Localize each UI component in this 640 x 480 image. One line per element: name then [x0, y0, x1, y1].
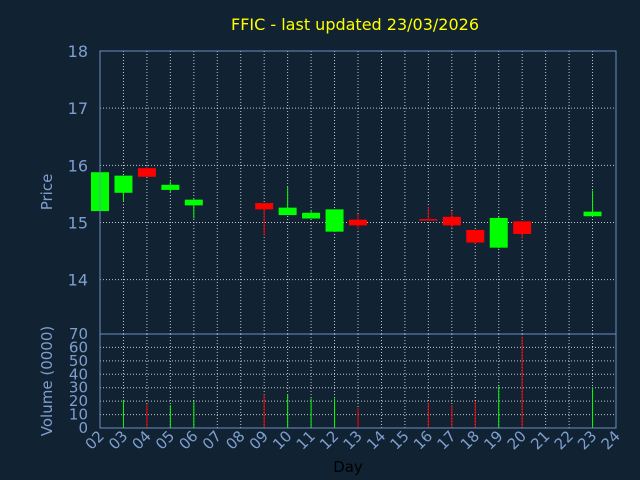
price-tick-label: 18 — [68, 42, 88, 61]
day-tick-label: 22 — [551, 427, 577, 453]
volume-tick-label: 20 — [69, 392, 88, 410]
candle-body — [161, 184, 180, 190]
day-tick-label: 19 — [480, 427, 506, 453]
price-tick-label: 15 — [68, 214, 88, 233]
price-grid — [100, 51, 616, 334]
volume-axis-label: Volume (0000) — [38, 326, 56, 436]
volume-tick-label: 70 — [69, 325, 88, 343]
day-tick-label: 15 — [387, 427, 413, 453]
candle-body — [114, 175, 133, 193]
day-tick-label: 21 — [527, 427, 553, 453]
day-tick-label: 20 — [504, 427, 530, 453]
candle-body — [349, 219, 367, 226]
day-tick-label: 23 — [574, 427, 600, 453]
day-tick-label: 13 — [340, 427, 366, 453]
day-tick-labels: 0203040506070809101112131415161718192021… — [82, 427, 624, 453]
day-tick-label: 07 — [199, 427, 225, 453]
candle-body — [513, 221, 532, 234]
day-tick-label: 06 — [175, 427, 201, 453]
day-tick-label: 04 — [129, 427, 155, 453]
candle-body — [302, 212, 321, 219]
candle-body — [442, 216, 461, 226]
day-tick-label: 24 — [598, 427, 624, 453]
day-tick-label: 18 — [457, 427, 483, 453]
candle-body — [466, 229, 485, 243]
price-tick-labels: 14 15 16 17 18 — [68, 42, 88, 290]
candle-body — [278, 207, 297, 216]
candle-body — [583, 211, 602, 217]
x-axis-label: Day — [333, 458, 363, 476]
volume-series — [122, 336, 594, 428]
candle-body — [489, 217, 508, 248]
volume-tick-label: 60 — [69, 338, 88, 356]
volume-tick-label: 40 — [69, 365, 88, 383]
day-tick-label: 11 — [293, 427, 319, 453]
day-tick-label: 03 — [105, 427, 131, 453]
candle-body — [255, 203, 274, 210]
candle-body — [419, 219, 438, 221]
volume-plot-frame — [99, 333, 617, 429]
volume-tick-label: 10 — [69, 406, 88, 424]
volume-grid — [100, 334, 616, 428]
price-tick-label: 14 — [68, 271, 88, 290]
price-tick-label: 16 — [68, 156, 88, 175]
volume-tick-label: 50 — [69, 352, 88, 370]
candle-body — [137, 168, 156, 177]
volume-tick-label: 30 — [69, 379, 88, 397]
day-tick-label: 17 — [433, 427, 459, 453]
volume-tick-label: 0 — [78, 419, 88, 437]
price-tick-label: 17 — [68, 99, 88, 118]
chart-title: FFIC - last updated 23/03/2026 — [231, 15, 479, 34]
candlestick-series — [91, 166, 602, 249]
day-tick-label: 16 — [410, 427, 436, 453]
day-tick-label: 10 — [269, 427, 295, 453]
day-tick-label: 09 — [246, 427, 272, 453]
day-tick-label: 14 — [363, 427, 389, 453]
candle-body — [184, 199, 203, 206]
day-tick-label: 05 — [152, 427, 178, 453]
day-tick-label: 08 — [222, 427, 248, 453]
price-axis-label: Price — [38, 174, 56, 211]
day-tick-label: 12 — [316, 427, 342, 453]
candle-body — [325, 209, 344, 232]
